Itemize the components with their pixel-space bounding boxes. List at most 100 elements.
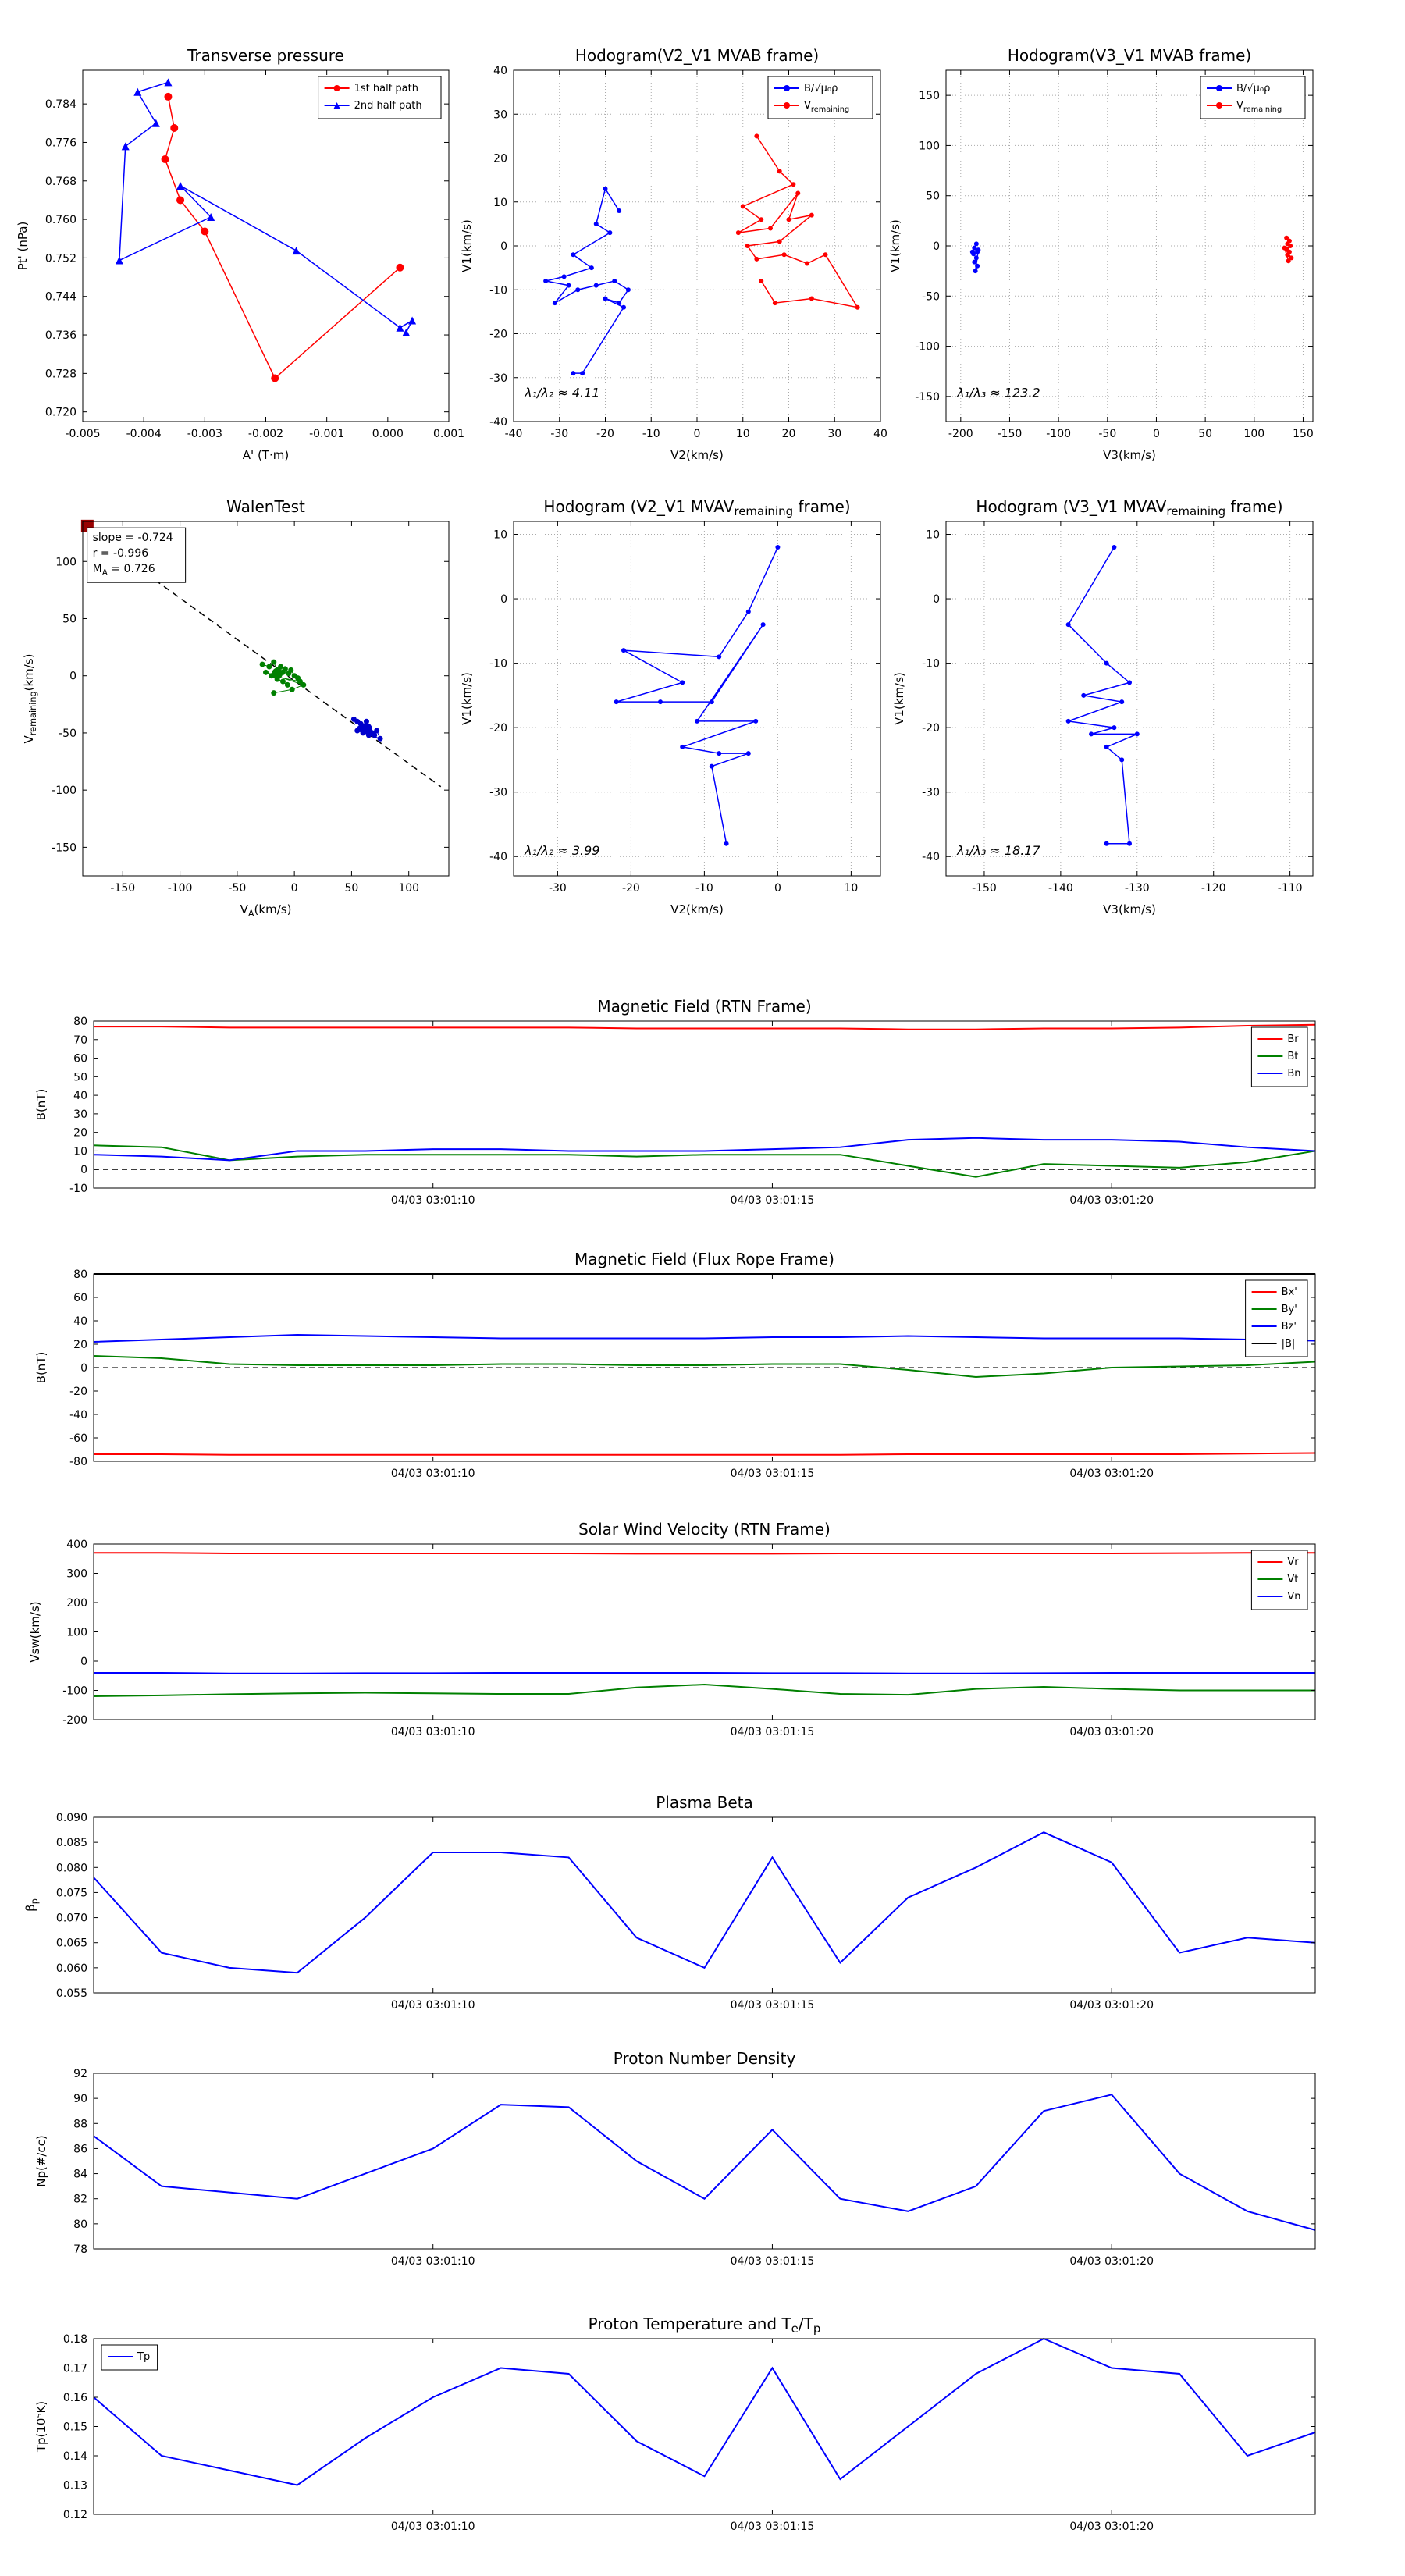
x-tick-label: 04/03 03:01:10 [391,2255,475,2268]
data-marker [775,545,781,550]
annotation: λ₁/λ₃ ≈ 18.17 [956,843,1040,858]
data-marker [1104,744,1109,749]
data-marker [772,301,777,306]
x-tick-label: -200 [948,428,973,440]
y-tick-label: -20 [489,329,507,341]
data-marker [552,301,557,306]
legend-label: Br [1287,1034,1299,1045]
data-marker [617,208,622,213]
y-tick-label: 0 [80,1656,87,1668]
axes-border [82,521,450,877]
x-tick-label: -20 [622,882,640,895]
data-marker [561,274,567,279]
chart-plasma-beta: 04/03 03:01:10 04/03 03:01:15 04/03 03:01:… [23,1793,1316,2012]
x-tick-label: -10 [695,882,713,895]
data-marker [1112,725,1117,731]
x-tick-label: 04/03 03:01:20 [1069,2255,1154,2268]
y-tick-label: -20 [69,1386,87,1398]
x-tick-label: 50 [345,882,359,895]
data-marker [603,186,608,191]
x-tick-label: 10 [736,428,750,440]
y-tick-label: 20 [73,1339,87,1351]
data-marker [625,287,631,293]
data-marker [969,249,975,254]
x-tick-label: -0.001 [309,428,344,440]
chart-title: Proton Number Density [614,2049,796,2068]
series-V-remaining [738,135,859,308]
y-tick-label: 10 [493,529,507,542]
data-marker [973,255,979,261]
chart-title: Magnetic Field (Flux Rope Frame) [574,1250,834,1268]
data-marker [973,269,978,274]
data-marker [1288,244,1293,248]
y-tick-label: -10 [69,1183,87,1195]
x-tick-label: 04/03 03:01:15 [731,1726,815,1738]
x-tick-label: -30 [550,428,568,440]
y-tick-label: 80 [73,2218,87,2231]
x-tick-label: 0 [291,882,298,895]
y-tick-label: 40 [73,1090,87,1102]
x-axis-label: V3(km/s) [1103,902,1156,916]
data-marker [809,212,814,218]
data-marker [164,92,173,101]
y-tick-label: 0.070 [56,1912,87,1925]
data-marker [1289,255,1294,261]
y-axis-label: V1(km/s) [460,219,474,272]
data-marker [621,648,626,653]
legend-box [767,76,873,119]
legend-label: Vt [1287,1574,1298,1585]
data-marker [133,87,142,96]
y-tick-label: 0.768 [45,176,76,188]
y-tick-label: 0 [69,671,76,683]
x-tick-label: -40 [505,428,523,440]
data-marker [614,699,619,705]
chart-title: Transverse pressure [187,46,344,65]
legend-label: By' [1282,1304,1297,1315]
data-marker [377,735,383,742]
data-marker [658,699,663,705]
chart-title: Proton Temperature and Te/Tp [589,2314,821,2336]
y-axis-label: Vsw(km/s) [28,1601,42,1662]
y-tick-label: -60 [69,1432,87,1445]
data-marker [791,182,796,187]
y-tick-label: 0.752 [45,252,76,265]
data-marker [1282,245,1287,251]
y-tick-label: 0.728 [45,368,76,380]
data-marker [709,763,714,769]
x-tick-label: 04/03 03:01:15 [731,2521,815,2533]
x-tick-label: -140 [1048,882,1073,895]
y-tick-label: -200 [62,1714,87,1727]
y-tick-label: -80 [69,1456,87,1468]
chart-solar-wind-velocity-rtn: 04/03 03:01:10 04/03 03:01:15 04/03 03:01:… [28,1520,1316,1738]
axes-border [93,2073,1316,2250]
chart-title: Plasma Beta [656,1793,753,1812]
data-marker [589,265,594,271]
x-tick-label: 04/03 03:01:20 [1069,1999,1154,2012]
data-marker [593,283,599,288]
data-marker [1065,622,1071,628]
y-tick-label: 0.065 [56,1937,87,1950]
x-tick-label: 150 [1293,428,1314,440]
data-marker [1119,757,1125,763]
series-Bx-prime [94,1452,1316,1456]
data-marker [695,718,699,724]
x-tick-label: -100 [168,882,193,895]
y-tick-label: 88 [73,2118,87,2130]
axes-border [93,1816,1316,1994]
y-tick-label: 0.14 [63,2450,87,2463]
data-marker [777,169,782,174]
data-marker [777,239,782,244]
data-marker [621,304,626,310]
series-beta-p [93,1831,1316,1974]
y-tick-label: -30 [922,787,940,799]
data-marker [768,226,773,231]
data-marker [784,85,790,91]
y-tick-label: 10 [73,1145,87,1158]
legend-label: Bn [1287,1068,1300,1080]
y-tick-label: 0.085 [56,1837,87,1849]
chart-title: Hodogram(V3_V1 MVAB frame) [1008,46,1251,65]
chart-proton-temperature: 04/03 03:01:10 04/03 03:01:15 04/03 03:01:… [34,2314,1316,2533]
chart-title: Solar Wind Velocity (RTN Frame) [578,1520,831,1539]
legend-box [318,76,442,119]
y-tick-label: 40 [73,1315,87,1328]
